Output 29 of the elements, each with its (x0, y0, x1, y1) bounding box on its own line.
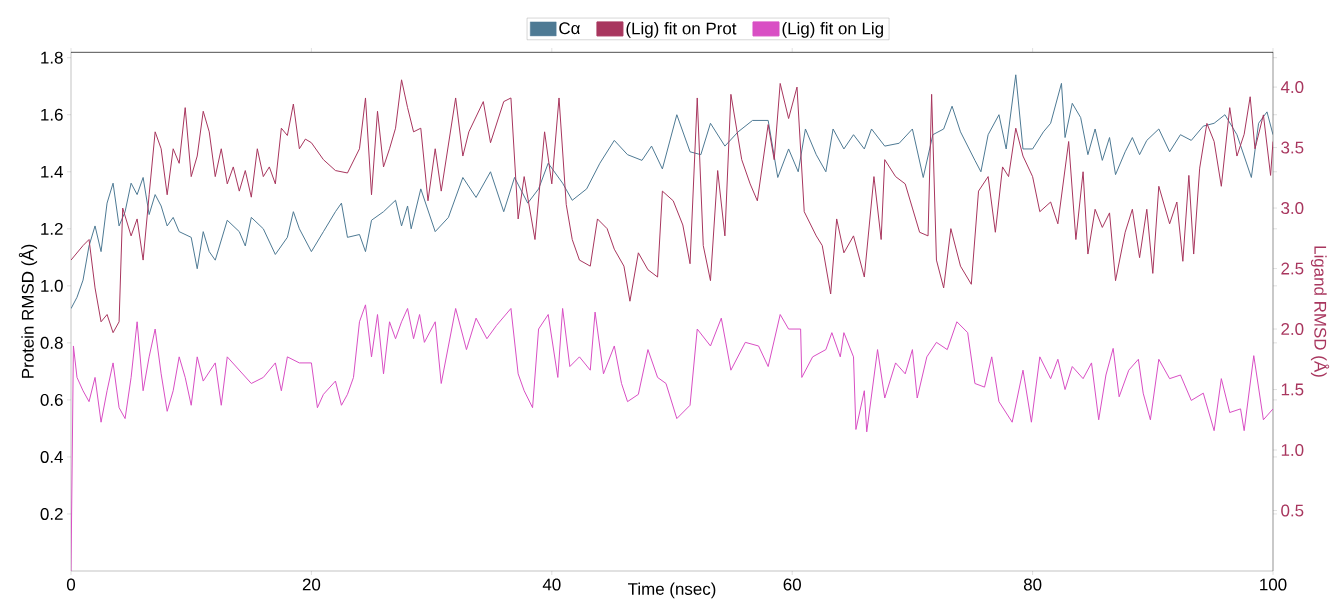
x-tick-label: 0 (66, 578, 76, 591)
y-tick-label: 0.4 (40, 450, 63, 463)
y2-tick-label: 0.5 (1281, 504, 1304, 517)
y-tick-label: 1.6 (41, 108, 63, 121)
y-tick-label: 1.8 (41, 51, 63, 64)
y2-tick-label: 2.0 (1281, 323, 1304, 336)
y-tick-label: 1.2 (41, 222, 63, 235)
y2-axis-title: Ligand RMSD (Å) (1310, 246, 1330, 377)
y2-tick-label: 4.0 (1280, 81, 1304, 94)
y-tick-label: 1.4 (41, 165, 63, 178)
y2-tick-label: 3.5 (1281, 141, 1304, 154)
x-tick-label: 60 (783, 578, 801, 591)
y-tick-label: 0.6 (40, 393, 63, 406)
x-tick-label: 40 (542, 578, 561, 591)
legend-label: (Lig) fit on Prot (626, 22, 737, 38)
y-axis-title: Protein RMSD (Å) (18, 244, 38, 378)
y2-tick-label: 1.0 (1281, 444, 1304, 457)
legend-label: Cα (559, 22, 580, 35)
y-tick-label: 1.0 (41, 279, 63, 292)
x-tick-label: 100 (1260, 578, 1287, 591)
x-axis-title: Time (nsec) (627, 582, 716, 599)
x-tick-label: 20 (302, 578, 321, 591)
x-tick-label: 80 (1023, 578, 1042, 591)
legend-label: (Lig) fit on Lig (782, 22, 883, 38)
y2-tick-label: 2.5 (1281, 262, 1304, 275)
y-tick-label: 0.2 (40, 507, 63, 520)
y2-tick-label: 1.5 (1281, 383, 1304, 396)
y-tick-label: 0.8 (40, 336, 63, 349)
y2-tick-label: 3.0 (1281, 202, 1304, 215)
